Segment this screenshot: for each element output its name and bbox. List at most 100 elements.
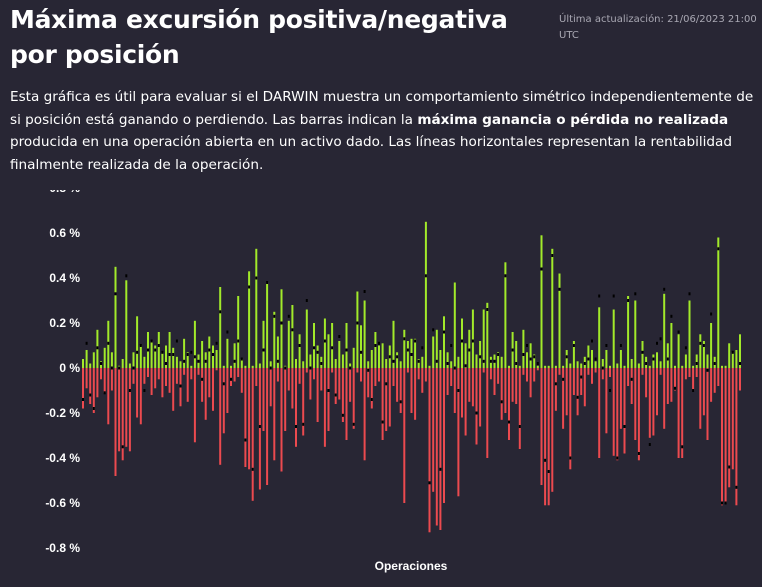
max-gain-bar [453,282,456,368]
max-gain-bar [128,363,131,368]
max-gain-bar [587,345,590,368]
max-loss-bar [212,368,214,411]
max-loss-bar [627,368,630,386]
max-gain-bar [305,309,308,368]
realized-marker [82,398,84,401]
max-gain-bar [85,350,88,368]
max-gain-bar [450,361,453,369]
max-loss-bar [269,368,272,407]
max-loss-bar [385,368,388,431]
max-gain-bar [175,356,178,369]
max-gain-bar [551,248,554,369]
realized-marker [461,339,463,343]
realized-marker [356,321,359,325]
realized-marker [334,393,337,397]
realized-marker [338,335,341,338]
max-gain-bar [89,363,92,368]
max-gain-bar [630,359,633,368]
y-tick-label: 0.8 % [49,190,80,195]
max-loss-bar [378,368,380,382]
max-loss-bar [641,368,644,375]
realized-marker [262,348,265,352]
max-loss-bar [562,368,565,429]
max-gain-bar [443,316,445,369]
max-gain-bar [110,352,113,369]
max-loss-bar [695,368,698,377]
realized-marker [591,339,593,343]
max-gain-bar [710,323,713,368]
realized-marker [453,366,456,370]
max-loss-bar [616,368,619,461]
max-loss-bar [320,368,323,391]
max-loss-bar [396,368,399,402]
max-gain-bar [677,334,680,369]
realized-marker [688,292,691,296]
realized-marker [114,292,117,296]
realized-marker [424,274,427,278]
max-gain-bar [385,359,388,368]
max-gain-bar [670,323,673,368]
max-loss-bar [110,368,113,391]
max-gain-bar [190,365,193,369]
max-loss-bar [432,368,435,492]
realized-marker [486,308,489,311]
max-gain-bar [161,352,164,369]
realized-marker [193,355,196,359]
max-loss-bar [446,368,449,395]
realized-marker [385,382,388,386]
realized-marker [518,425,521,428]
realized-marker [208,348,211,352]
max-gain-bar [663,293,666,369]
realized-marker [695,362,698,365]
max-loss-bar [103,368,106,393]
realized-marker [168,353,171,356]
max-gain-bar [157,332,160,368]
realized-marker [240,357,243,361]
realized-marker [536,362,539,365]
max-loss-bar [125,368,128,447]
realized-marker [316,350,319,354]
max-loss-bar [634,368,637,440]
max-loss-bar [370,368,373,409]
max-loss-bar [645,368,648,398]
max-gain-bar [591,350,593,368]
realized-marker [533,355,536,359]
realized-marker [233,359,236,363]
max-loss-bar [139,368,142,425]
max-gain-bar [183,338,186,369]
last-updated: Última actualización: 21/06/2023 21:00 U… [559,14,757,41]
realized-marker [255,276,258,280]
realized-marker [674,386,676,390]
max-loss-bar [500,368,503,420]
max-loss-bar [594,368,597,373]
realized-marker [515,362,518,365]
realized-marker [601,366,604,370]
max-loss-bar [89,368,92,404]
max-gain-bar [316,345,319,368]
max-loss-bar [482,368,485,373]
realized-marker [554,382,557,386]
max-loss-bar [233,368,236,382]
max-loss-bar [331,368,334,373]
max-loss-bar [623,368,626,454]
max-loss-bar [670,368,673,402]
max-loss-bar [345,368,348,440]
max-loss-bar [536,368,539,371]
max-gain-bar [327,334,330,369]
max-gain-bar [558,273,561,368]
realized-marker [388,355,391,359]
max-loss-bar [728,368,731,488]
max-gain-bar [378,345,380,368]
max-loss-bar [201,368,204,402]
max-gain-bar [435,329,438,369]
max-loss-bar [533,368,536,382]
max-gain-bar [529,343,532,369]
max-gain-bar [471,309,474,368]
max-loss-bar [551,368,554,492]
max-gain-bar [298,334,301,369]
max-gain-bar [702,341,705,368]
realized-marker [580,375,583,379]
realized-marker [417,359,420,363]
max-gain-bar [186,352,189,369]
max-gain-bar [338,341,341,368]
